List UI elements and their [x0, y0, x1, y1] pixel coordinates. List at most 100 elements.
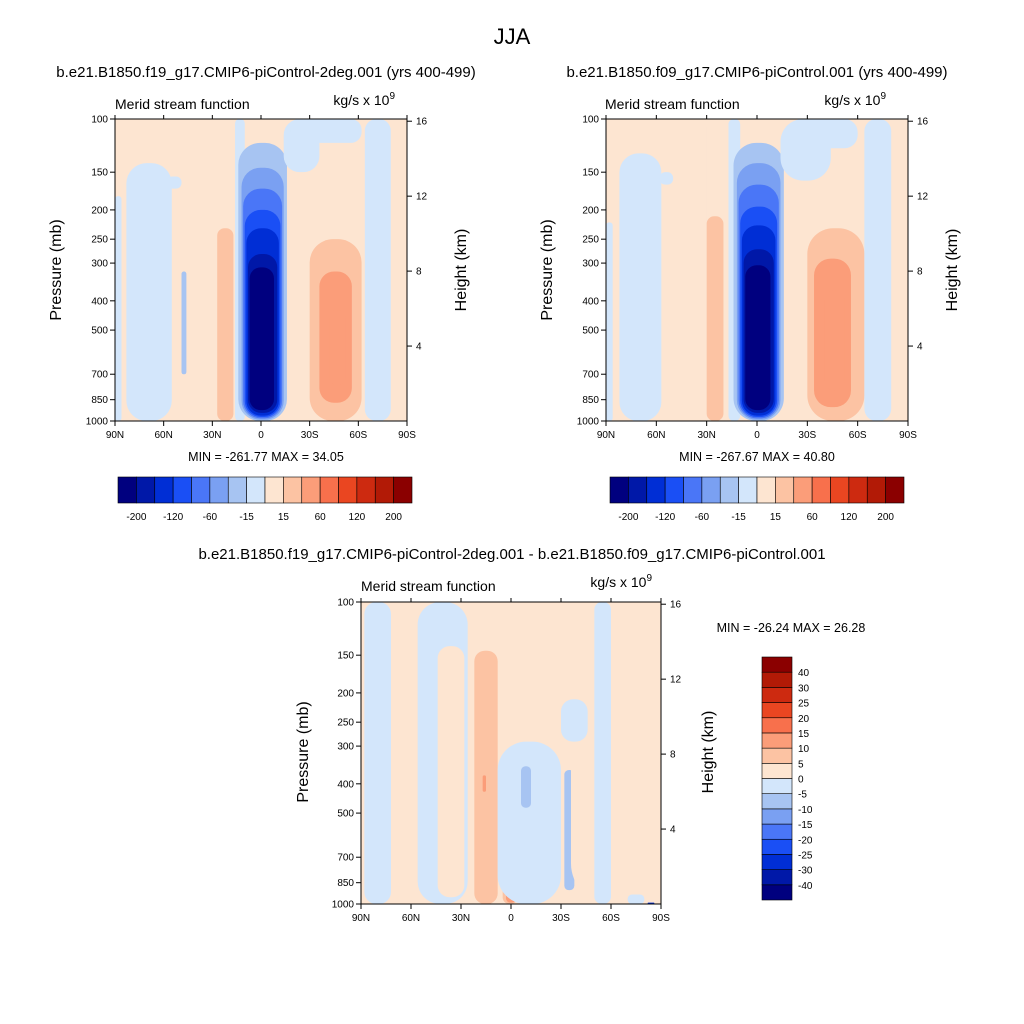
panel-f19-xtick-label: 30N: [203, 430, 221, 441]
panel-f09-ytick-label: 250: [582, 235, 599, 246]
panel-f09-contour-region: [797, 119, 858, 149]
panel-f19-colorbar-swatch: [283, 476, 303, 504]
panel-f19-colorbar: -200 -120 -60 -15 15 60 120 200: [117, 476, 413, 523]
panel-f09-colorbar-label: -60: [695, 512, 710, 523]
panel-diff-contour-region: [627, 894, 645, 904]
panel-diff-ytick-label: 700: [337, 853, 354, 864]
panel-diff-plot: 90N 60N 30N 0 30S 60S 90S 100 150 200 250 300 400 500…: [332, 598, 682, 925]
panel-f09-xtick-label: 30N: [697, 430, 715, 441]
panel-f19-ylabel-right: Height (km): [453, 229, 470, 312]
panel-f19-colorbar-swatch: [191, 476, 211, 504]
panel-diff-colorbar-label: 15: [798, 729, 810, 740]
panel-diff-ytick-label: 500: [337, 809, 354, 820]
panel-diff-colorbar-swatch: [761, 793, 793, 810]
panel-f09-field: [606, 119, 908, 421]
panel-f09-xtick-label: 90N: [597, 430, 615, 441]
panel-f09-ytick-label: 150: [582, 168, 599, 179]
panel-diff-colorbar-label: 40: [798, 668, 810, 679]
panel-diff-colorbar-label: 25: [798, 699, 810, 710]
panel-f19-ytick-label: 200: [91, 205, 108, 216]
panel-f19-colorbar-label: -120: [163, 512, 183, 523]
panel-f19-xtick-label: 30S: [301, 430, 319, 441]
panel-f09-ytick-label: 300: [582, 259, 599, 270]
panel-f09-height-tick-label: 16: [917, 117, 929, 128]
panel-f09-colorbar-swatch: [719, 476, 739, 504]
panel-diff-colorbar-swatch: [761, 687, 793, 703]
panel-f19-height-tick-label: 16: [416, 117, 428, 128]
panel-f19-ytick-label: 700: [91, 370, 108, 381]
panel-diff-colorbar-swatch: [761, 732, 793, 749]
panel-f09-colorbar-label: 120: [841, 512, 858, 523]
panel-f19-ytick-label: 1000: [86, 417, 109, 428]
panel-f09-ytick-label: 500: [582, 326, 599, 337]
panel-f09-colorbar-label: -15: [731, 512, 746, 523]
panel-diff-contour-region: [364, 602, 391, 904]
panel-f09-colorbar-label: 60: [807, 512, 819, 523]
panel-f09-contour-region: [659, 172, 674, 185]
panel-f09-colorbar-swatch: [830, 476, 850, 504]
panel-f19-ytick-label: 100: [91, 115, 108, 126]
panel-f19-height-tick-label: 8: [416, 267, 422, 278]
panel-f09-ytick-label: 1000: [577, 417, 600, 428]
panel-f09-xtick-label: 0: [754, 430, 760, 441]
panel-f19-colorbar-swatch: [374, 476, 394, 504]
panel-f19-colorbar-swatch: [393, 476, 413, 504]
panel-f09-colorbar-swatch: [848, 476, 868, 504]
panel-f19-ylabel: Pressure (mb): [48, 219, 65, 320]
panel-diff-ylabel: Pressure (mb): [295, 701, 312, 802]
panel-diff-contour-region: [497, 741, 561, 904]
panel-f09-colorbar-swatch: [811, 476, 831, 504]
panel-diff-ytick-label: 1000: [332, 900, 355, 911]
figure-title: JJA: [494, 24, 531, 49]
panel-f09-colorbar-swatch: [683, 476, 703, 504]
panel-f09-colorbar-swatch: [664, 476, 684, 504]
panel-f19-colorbar-swatch: [356, 476, 376, 504]
panel-f19-colorbar-swatch: [264, 476, 284, 504]
panel-diff-units-base: kg/s x 10: [590, 574, 646, 590]
panel-f09-xtick-label: 90S: [899, 430, 917, 441]
panel-f09-ylabel: Pressure (mb): [539, 219, 556, 320]
panel-diff-xtick-label: 60N: [402, 913, 420, 924]
panel-f19-colorbar-label: 15: [278, 512, 290, 523]
panel-f19-colorbar-label: -200: [126, 512, 146, 523]
panel-diff-height-tick-label: 16: [670, 600, 682, 611]
panel-diff-ytick-label: 400: [337, 779, 354, 790]
panel-f19-ytick-label: 300: [91, 259, 108, 270]
panel-diff-contour-region: [521, 766, 531, 808]
panel-f09-height-tick-label: 12: [917, 192, 929, 203]
panel-diff-ytick-label: 100: [337, 598, 354, 609]
panel-diff-colorbar-swatch: [761, 838, 793, 855]
panel-f19-colorbar-swatch: [319, 476, 339, 504]
panel-f19-contour-region: [290, 119, 362, 143]
panel-f09-colorbar-swatch: [701, 476, 721, 504]
panel-f19-colorbar-swatch: [154, 476, 174, 504]
panel-f09-colorbar-swatch: [609, 476, 629, 504]
panel-diff-stats: MIN = -26.24 MAX = 26.28: [717, 621, 866, 635]
panel-f09-title: b.e21.B1850.f09_g17.CMIP6-piControl.001 …: [566, 64, 947, 81]
panel-diff-height-tick-label: 8: [670, 750, 676, 761]
panel-f19-xtick-label: 90S: [398, 430, 416, 441]
panel-diff-left-label: Merid stream function: [361, 578, 496, 594]
panel-f19-plot: 90N 60N 30N 0 30S 60S 90S 100 150 200 250 300 400 500…: [86, 115, 428, 442]
panel-f19-colorbar-swatch: [227, 476, 247, 504]
panel-f19-colorbar-swatch: [301, 476, 321, 504]
panel-diff-colorbar-label: 20: [798, 714, 810, 725]
panel-diff-colorbar-swatch: [761, 823, 793, 840]
panel-f09-ytick-label: 700: [582, 370, 599, 381]
panel-diff-colorbar-label: -15: [798, 820, 813, 831]
panel-diff-ytick-label: 850: [337, 878, 354, 889]
panel-diff: b.e21.B1850.f19_g17.CMIP6-piControl-2deg…: [198, 546, 865, 924]
panel-f09-colorbar-label: 15: [770, 512, 782, 523]
panel-f09-contour-region: [894, 119, 908, 421]
panel-diff-contour-region: [594, 602, 611, 904]
panel-f09-contour-region: [706, 216, 724, 421]
panel-f19-colorbar-label: -60: [203, 512, 218, 523]
panel-f19-left-label: Merid stream function: [115, 96, 250, 112]
panel-f19-contour-region: [115, 196, 122, 421]
panel-f19-ytick-label: 150: [91, 168, 108, 179]
panel-f19-colorbar-swatch: [209, 476, 229, 504]
panel-diff-colorbar-swatch: [761, 763, 793, 779]
panel-diff-xtick-label: 60S: [602, 913, 620, 924]
panel-diff-colorbar-label: 0: [798, 775, 804, 786]
panel-f09: b.e21.B1850.f09_g17.CMIP6-piControl.001 …: [539, 64, 961, 523]
